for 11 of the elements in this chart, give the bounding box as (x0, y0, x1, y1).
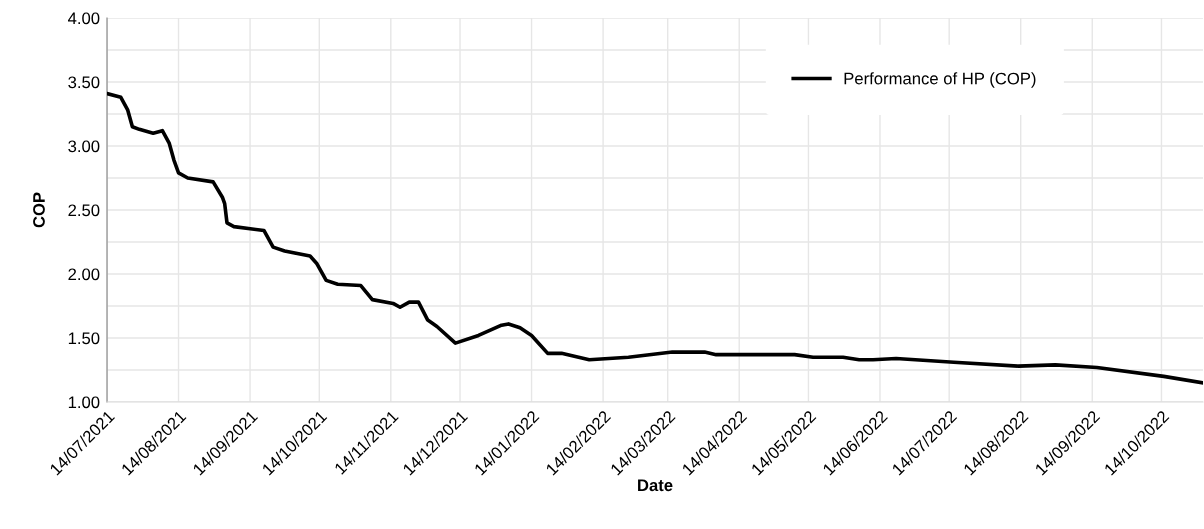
y-tick-label: 3.00 (68, 140, 100, 153)
y-tick-label: 2.50 (68, 204, 100, 217)
line-series (107, 91, 1203, 385)
x-axis-title: Date (638, 479, 673, 492)
y-axis-title: COP (33, 192, 45, 228)
y-tick-label: 1.50 (68, 332, 100, 345)
legend-label: Performance of HP (COP) (844, 72, 1036, 88)
y-tick-label: 4.00 (68, 12, 100, 25)
y-tick-label: 1.00 (68, 396, 100, 409)
y-tick-label: 3.50 (68, 76, 100, 89)
y-tick-label: 2.00 (68, 268, 100, 281)
